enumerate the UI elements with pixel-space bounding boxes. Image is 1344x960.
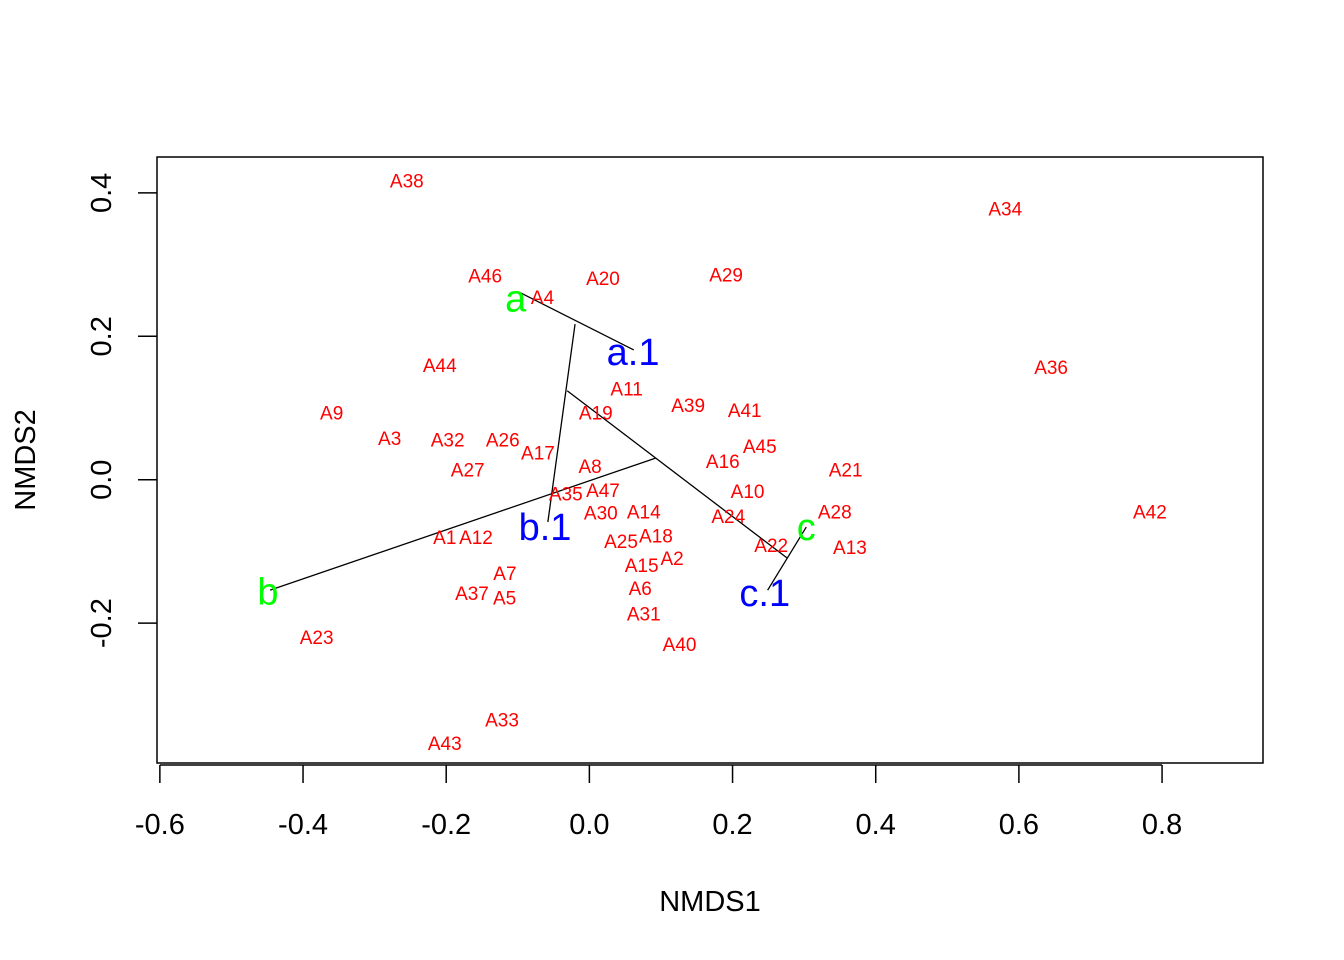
segment-3 (269, 457, 656, 591)
site-label-A13: A13 (833, 538, 867, 559)
group-label-c: c (797, 507, 816, 549)
site-label-A12: A12 (459, 528, 493, 549)
site-label-A17: A17 (521, 443, 555, 464)
x-tick-label: 0.2 (712, 809, 752, 841)
site-label-A16: A16 (706, 452, 740, 473)
y-axis-label: NMDS2 (10, 409, 42, 511)
y-axis: -0.2 0.0 0.2 0.4 (86, 173, 157, 648)
site-label-A31: A31 (627, 605, 661, 626)
site-label-A9: A9 (320, 403, 343, 424)
segment-1 (547, 324, 576, 523)
site-label-A35: A35 (549, 485, 583, 506)
site-labels: A38 A34 A46 A20 A29 A4 A44 A36 A11 A39 A41 A9 A19 A3 A… (300, 172, 1167, 755)
y-tick-label: -0.2 (86, 598, 118, 648)
site-label-A26: A26 (486, 431, 520, 452)
x-tick-label: 0.0 (569, 809, 609, 841)
centroid-label-b.1: b.1 (519, 507, 572, 549)
site-label-A47: A47 (586, 481, 620, 502)
site-label-A44: A44 (423, 356, 457, 377)
site-label-A19: A19 (579, 404, 613, 425)
site-label-A27: A27 (451, 461, 485, 482)
site-label-A6: A6 (629, 579, 652, 600)
site-label-A2: A2 (660, 549, 683, 570)
site-label-A23: A23 (300, 628, 334, 649)
site-label-A22: A22 (754, 536, 788, 557)
site-label-A30: A30 (584, 504, 618, 525)
site-label-A39: A39 (671, 396, 705, 417)
x-tick-label: -0.4 (278, 809, 328, 841)
site-label-A7: A7 (493, 564, 516, 585)
site-label-A20: A20 (586, 269, 620, 290)
x-axis: -0.6 -0.4 -0.2 0.0 0.2 0.4 0.6 0.8 (135, 764, 1182, 841)
y-tick-label: 0.4 (86, 173, 118, 213)
site-label-A8: A8 (578, 457, 601, 478)
site-label-A28: A28 (818, 502, 852, 523)
centroid-label-a.1: a.1 (607, 332, 660, 374)
segment-2 (566, 390, 788, 559)
site-label-A37: A37 (455, 584, 489, 605)
site-label-A32: A32 (431, 431, 465, 452)
x-tick-label: 0.6 (999, 809, 1039, 841)
site-label-A34: A34 (988, 200, 1022, 221)
site-label-A21: A21 (829, 461, 863, 482)
segment-4 (767, 526, 807, 591)
group-labels: a b c (257, 278, 815, 613)
site-label-A41: A41 (728, 401, 762, 422)
centroid-label-c.1: c.1 (739, 573, 790, 615)
y-tick-label: 0.2 (86, 316, 118, 356)
x-axis-label: NMDS1 (659, 886, 761, 918)
segments (269, 291, 807, 591)
site-label-A36: A36 (1034, 358, 1068, 379)
group-label-b: b (257, 572, 278, 614)
site-label-A15: A15 (625, 556, 659, 577)
site-label-A10: A10 (731, 482, 765, 503)
group-label-a: a (505, 278, 527, 320)
site-label-A11: A11 (610, 380, 642, 401)
site-label-A5: A5 (493, 588, 516, 609)
x-tick-label: -0.6 (135, 809, 185, 841)
x-tick-label: 0.4 (856, 809, 896, 841)
centroid-labels: a.1 b.1 c.1 (519, 332, 791, 615)
site-label-A42: A42 (1133, 502, 1167, 523)
site-label-A25: A25 (604, 532, 638, 553)
site-label-A29: A29 (709, 266, 743, 287)
site-label-A38: A38 (390, 172, 424, 193)
site-label-A3: A3 (378, 429, 401, 450)
site-label-A18: A18 (639, 526, 673, 547)
site-label-A45: A45 (743, 437, 777, 458)
x-tick-label: 0.8 (1142, 809, 1182, 841)
site-label-A14: A14 (627, 502, 661, 523)
site-label-A46: A46 (468, 266, 502, 287)
y-tick-label: 0.0 (86, 460, 118, 500)
site-label-A1: A1 (433, 528, 456, 549)
segment-0 (518, 291, 635, 351)
plot-box (156, 156, 1264, 764)
site-label-A40: A40 (663, 635, 697, 656)
site-label-A33: A33 (485, 710, 519, 731)
site-label-A4: A4 (531, 288, 555, 309)
site-label-A43: A43 (428, 734, 462, 755)
x-tick-label: -0.2 (421, 809, 471, 841)
site-label-A24: A24 (711, 507, 745, 528)
